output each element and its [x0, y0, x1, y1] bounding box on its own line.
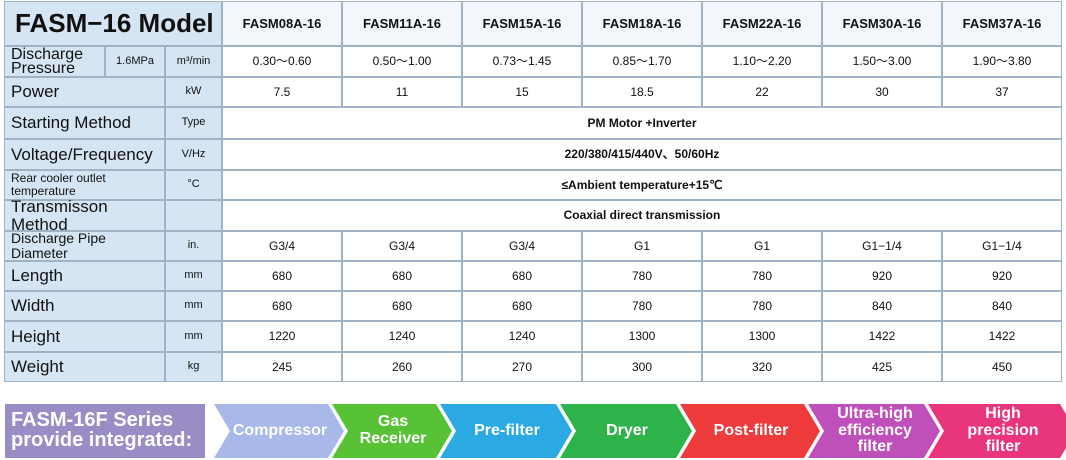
row-value: 920 — [822, 261, 942, 291]
row-value: G3/4 — [342, 231, 462, 261]
row-value: 15 — [462, 77, 582, 107]
model-header: FASM11A-16 — [342, 1, 462, 46]
row-unit: V/Hz — [165, 139, 222, 170]
row-value: 780 — [582, 261, 702, 291]
row-value: G1 — [702, 231, 822, 261]
row-value: 11 — [342, 77, 462, 107]
row-value: 320 — [702, 352, 822, 382]
model-header: FASM18A-16 — [582, 1, 702, 46]
row-value: G3/4 — [462, 231, 582, 261]
row-value: Coaxial direct transmission — [222, 200, 1062, 231]
row-unit: in. — [165, 231, 222, 261]
row-value: 1.90～3.80 — [942, 46, 1062, 77]
row-unit: m³/min — [165, 46, 222, 77]
row-label: Power — [4, 77, 165, 107]
row-value: 680 — [462, 291, 582, 321]
row-value: 1300 — [702, 321, 822, 352]
row-value: 220/380/415/440V、50/60Hz — [222, 139, 1062, 170]
row-value: 680 — [462, 261, 582, 291]
row-value: G1−1/4 — [942, 231, 1062, 261]
row-unit — [165, 200, 222, 231]
row-value: PM Motor +Inverter — [222, 107, 1062, 139]
row-value: G3/4 — [222, 231, 342, 261]
row-unit: Type — [165, 107, 222, 139]
row-value: 0.30～0.60 — [222, 46, 342, 77]
row-value: 37 — [942, 77, 1062, 107]
row-label: Discharge Pressure — [4, 46, 105, 77]
model-header: FASM08A-16 — [222, 1, 342, 46]
process-step: Dryer — [560, 404, 692, 458]
row-value: 780 — [702, 291, 822, 321]
process-step: Ultra-high efficiency filter — [808, 404, 940, 458]
model-header: FASM22A-16 — [702, 1, 822, 46]
row-label: Width — [4, 291, 165, 321]
row-value: 0.85～1.70 — [582, 46, 702, 77]
banner-title: FASM-16F Series provide integrated: — [5, 404, 205, 458]
row-unit: mm — [165, 291, 222, 321]
row-label: Rear cooler outlet temperature — [4, 170, 165, 200]
row-value: ≤Ambient temperature+15℃ — [222, 170, 1062, 200]
row-value: 680 — [222, 291, 342, 321]
row-value: 22 — [702, 77, 822, 107]
process-step: Pre-filter — [440, 404, 572, 458]
row-value: 425 — [822, 352, 942, 382]
table-title: FASM−16 Model — [4, 1, 222, 46]
row-value: 680 — [342, 261, 462, 291]
row-label: Transmisson Method — [4, 197, 165, 233]
row-value: 1300 — [582, 321, 702, 352]
row-unit: °C — [165, 170, 222, 200]
row-value: 780 — [582, 291, 702, 321]
row-value: 7.5 — [222, 77, 342, 107]
row-value: 0.50～1.00 — [342, 46, 462, 77]
model-header: FASM37A-16 — [942, 1, 1062, 46]
row-label: Weight — [4, 352, 165, 382]
row-value: 30 — [822, 77, 942, 107]
row-value: 680 — [342, 291, 462, 321]
row-value: 1422 — [942, 321, 1062, 352]
row-value: 1.50～3.00 — [822, 46, 942, 77]
row-unit: kW — [165, 77, 222, 107]
process-step: Gas Receiver — [332, 404, 452, 458]
row-value: 840 — [822, 291, 942, 321]
row-label: Starting Method — [4, 107, 165, 139]
process-step: Compressor — [214, 404, 344, 458]
process-step: Post-filter — [680, 404, 820, 458]
row-unit: mm — [165, 261, 222, 291]
row-value: 1240 — [342, 321, 462, 352]
row-unit: mm — [165, 321, 222, 352]
model-header: FASM30A-16 — [822, 1, 942, 46]
row-value: 270 — [462, 352, 582, 382]
row-value: 18.5 — [582, 77, 702, 107]
row-value: 245 — [222, 352, 342, 382]
row-value: 0.73～1.45 — [462, 46, 582, 77]
row-label: Height — [4, 321, 165, 352]
row-unit: kg — [165, 352, 222, 382]
row-value: 1422 — [822, 321, 942, 352]
row-value: 840 — [942, 291, 1062, 321]
row-value: 260 — [342, 352, 462, 382]
row-value: 1220 — [222, 321, 342, 352]
model-header: FASM15A-16 — [462, 1, 582, 46]
row-value: 680 — [222, 261, 342, 291]
row-label: Voltage/Frequency — [4, 139, 165, 170]
row-value: 920 — [942, 261, 1062, 291]
row-value: 780 — [702, 261, 822, 291]
row-label: Length — [4, 261, 165, 291]
row-label: Discharge Pipe Diameter — [4, 231, 165, 261]
process-step: High precision filter — [928, 404, 1066, 458]
row-condition: 1.6MPa — [105, 46, 165, 77]
row-value: 450 — [942, 352, 1062, 382]
row-value: G1 — [582, 231, 702, 261]
row-value: G1−1/4 — [822, 231, 942, 261]
row-value: 1.10～2.20 — [702, 46, 822, 77]
row-value: 300 — [582, 352, 702, 382]
row-value: 1240 — [462, 321, 582, 352]
